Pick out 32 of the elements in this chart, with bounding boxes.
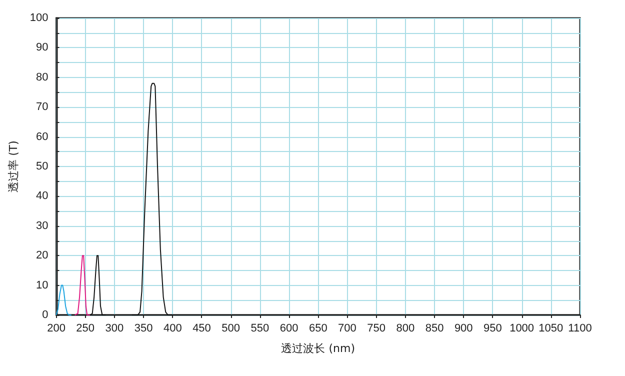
- y-tick-label: 60: [36, 130, 48, 143]
- x-tick-label: 250: [76, 322, 95, 334]
- y-tick-label: 100: [30, 12, 48, 24]
- y-axis-title: 透过率 (T): [7, 140, 20, 192]
- x-tick-label: 750: [367, 322, 386, 334]
- y-tick-label: 30: [36, 220, 48, 232]
- y-tick-label: 0: [42, 309, 48, 321]
- y-tick-label: 10: [36, 279, 48, 292]
- x-tick-label: 300: [105, 322, 124, 334]
- x-tick-label: 400: [163, 322, 182, 334]
- x-tick-label: 850: [425, 322, 444, 334]
- x-tick-label: 200: [47, 322, 66, 334]
- x-tick-label: 800: [396, 322, 415, 334]
- x-tick-label: 350: [134, 322, 153, 334]
- x-tick-label: 900: [454, 322, 473, 334]
- x-tick-label: 1100: [568, 322, 592, 334]
- x-tick-label: 500: [222, 322, 240, 334]
- x-tick-label: 650: [308, 322, 328, 334]
- y-tick-label: 70: [36, 101, 48, 114]
- y-tick-label: 40: [36, 190, 48, 202]
- x-tick-label: 550: [250, 322, 270, 334]
- x-tick-label: 600: [280, 322, 298, 334]
- x-tick-label: 950: [484, 322, 502, 334]
- y-tick-label: 20: [36, 250, 48, 262]
- x-tick-label: 1000: [510, 322, 534, 334]
- y-tick-label: 50: [36, 160, 48, 172]
- x-tick-label: 700: [338, 322, 356, 334]
- x-tick-label: 1050: [538, 322, 564, 334]
- y-tick-label: 90: [36, 42, 48, 54]
- x-axis-title: 透过波长 (nm): [281, 342, 356, 355]
- x-tick-label: 450: [192, 322, 211, 334]
- y-tick-label: 80: [36, 71, 48, 84]
